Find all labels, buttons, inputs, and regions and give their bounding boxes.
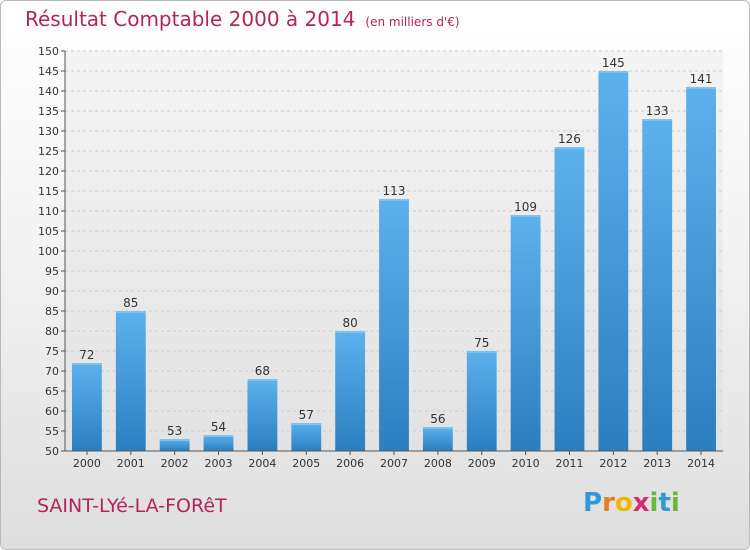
y-tick-label: 150: [38, 45, 59, 58]
chart-title: Résultat Comptable 2000 à 2014 (en millie…: [25, 7, 460, 31]
y-tick-label: 70: [45, 365, 59, 378]
bar-highlight: [335, 331, 366, 333]
x-tick-label-2006: 2006: [336, 457, 364, 470]
logo-letter: r: [602, 488, 615, 518]
y-tick-label: 130: [38, 125, 59, 138]
value-label-2002: 53: [167, 424, 182, 438]
x-tick-label-2013: 2013: [643, 457, 671, 470]
bar-2009: [466, 351, 497, 451]
y-tick-label: 140: [38, 85, 59, 98]
value-label-2001: 85: [123, 296, 138, 310]
bar-highlight: [379, 199, 409, 201]
y-tick-label: 80: [45, 325, 59, 338]
x-tick-label-2004: 2004: [248, 457, 276, 470]
bar-highlight: [247, 379, 278, 381]
bar-2003: [203, 435, 234, 451]
x-tick-label-2000: 2000: [73, 457, 101, 470]
y-tick-label: 135: [38, 105, 59, 118]
x-axis-ticks: 2000 2001 2002 2003 2004 2005 2006 2007 2008 2009…: [73, 451, 715, 470]
value-label-2005: 57: [299, 408, 314, 422]
bar-highlight: [554, 147, 585, 149]
logo-letter: P: [583, 488, 603, 518]
bar-highlight: [203, 435, 234, 437]
x-tick-label-2012: 2012: [599, 457, 627, 470]
bar-highlight: [422, 427, 453, 429]
value-label-2000: 72: [79, 348, 94, 362]
value-label-2011: 126: [558, 132, 581, 146]
title-text: Résultat Comptable 2000 à 2014: [25, 7, 356, 31]
y-tick-label: 55: [45, 425, 59, 438]
y-tick-label: 145: [38, 65, 59, 78]
y-tick-label: 125: [38, 145, 59, 158]
y-tick-label: 75: [45, 345, 59, 358]
value-label-2004: 68: [255, 364, 270, 378]
bar-highlight: [686, 87, 716, 89]
proxiti-logo: Proxiti: [583, 488, 680, 518]
logo-letter: i: [670, 488, 680, 518]
bars: [72, 71, 716, 451]
bar-2011: [554, 147, 585, 451]
bar-2012: [598, 71, 629, 451]
commune-name: SAINT-LYé-LA-FORêT: [37, 495, 227, 517]
bar-2001: [115, 311, 146, 451]
value-label-2008: 56: [430, 412, 445, 426]
value-label-2012: 145: [602, 56, 625, 70]
x-tick-label-2011: 2011: [555, 457, 583, 470]
bar-highlight: [466, 351, 497, 353]
logo-letter: o: [614, 488, 633, 518]
value-label-2009: 75: [474, 336, 489, 350]
y-tick-label: 115: [38, 185, 59, 198]
y-tick-label: 65: [45, 385, 59, 398]
y-tick-label: 60: [45, 405, 59, 418]
bar-highlight: [291, 423, 322, 425]
bar-highlight: [159, 439, 190, 441]
bar-2005: [291, 423, 322, 451]
x-tick-label-2003: 2003: [205, 457, 233, 470]
bar-2008: [422, 427, 453, 451]
value-label-2003: 54: [211, 420, 226, 434]
logo-letter: i: [649, 488, 659, 518]
y-tick-label: 110: [38, 205, 59, 218]
x-tick-label-2014: 2014: [687, 457, 715, 470]
bar-2004: [247, 379, 278, 451]
title-unit: (en milliers d'€): [365, 15, 460, 29]
value-label-2010: 109: [514, 200, 537, 214]
y-tick-label: 95: [45, 265, 59, 278]
y-tick-label: 105: [38, 225, 59, 238]
y-tick-label: 50: [45, 445, 59, 458]
value-label-2006: 80: [342, 316, 357, 330]
x-tick-label-2005: 2005: [292, 457, 320, 470]
bar-2010: [510, 215, 541, 451]
bar-highlight: [115, 311, 146, 313]
x-tick-label-2001: 2001: [117, 457, 145, 470]
bar-2002: [159, 439, 190, 451]
bar-highlight: [72, 363, 102, 365]
bar-2007: [379, 199, 409, 451]
value-label-2013: 133: [646, 104, 669, 118]
x-tick-label-2008: 2008: [424, 457, 452, 470]
value-labels: 72 85 53 54 68 57 80 113 56 75 109 126 145 133 141: [79, 56, 712, 438]
value-label-2014: 141: [690, 72, 713, 86]
bar-2014: [686, 87, 716, 451]
y-tick-label: 100: [38, 245, 59, 258]
bar-2013: [642, 119, 673, 451]
logo-letter: t: [658, 488, 671, 518]
y-tick-label: 85: [45, 305, 59, 318]
bar-highlight: [642, 119, 673, 121]
y-axis-ticks: 50 55 60 65 70 75 80 85 90 95 100 105 110 115 120 125 13…: [38, 45, 65, 458]
bar-2006: [335, 331, 366, 451]
y-tick-label: 90: [45, 285, 59, 298]
x-tick-label-2010: 2010: [512, 457, 540, 470]
x-tick-label-2002: 2002: [161, 457, 189, 470]
value-label-2007: 113: [383, 184, 406, 198]
x-tick-label-2007: 2007: [380, 457, 408, 470]
bar-highlight: [510, 215, 541, 217]
x-tick-label-2009: 2009: [468, 457, 496, 470]
bar-2000: [72, 363, 102, 451]
y-tick-label: 120: [38, 165, 59, 178]
bar-highlight: [598, 71, 629, 73]
logo-letter: x: [632, 488, 650, 518]
